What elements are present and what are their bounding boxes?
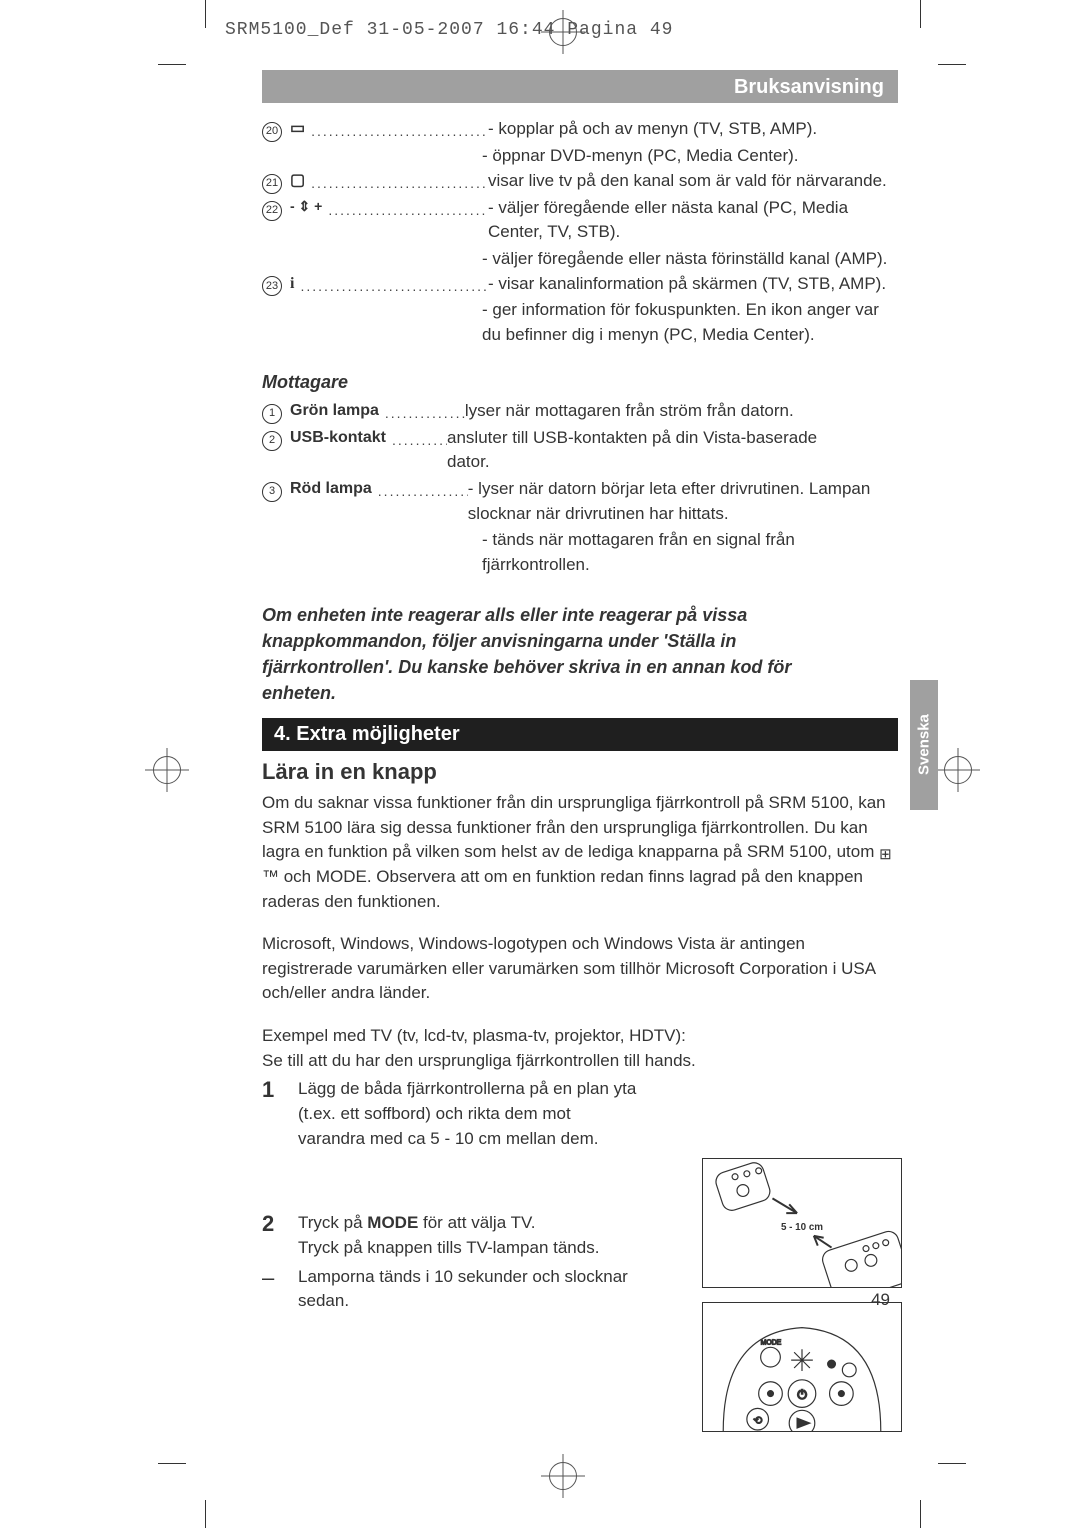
item-number: 21 <box>262 169 290 194</box>
info-icon: i <box>290 272 300 295</box>
step-text: Lamporna tänds i 10 sekunder och slockna… <box>298 1265 638 1314</box>
crop-mark <box>158 64 186 65</box>
receiver-item: 1 Grön lampa ................ lyser när … <box>262 399 898 424</box>
figure-remotes-distance: 5 - 10 cm <box>702 1158 902 1288</box>
item-number: 2 <box>262 426 290 451</box>
registration-mark <box>145 748 189 792</box>
text: ™ och MODE. Observera att om en funktion… <box>262 867 863 911</box>
crop-mark <box>205 0 206 28</box>
crop-mark <box>920 1500 921 1528</box>
registration-mark <box>936 748 980 792</box>
leader-dots: ................ <box>385 399 465 423</box>
crop-mark <box>205 1500 206 1528</box>
paragraph: Exempel med TV (tv, lcd-tv, plasma-tv, p… <box>262 1024 898 1073</box>
item-label: Grön lampa <box>290 399 385 422</box>
bold-text: MODE <box>367 1213 418 1232</box>
subsection-heading: Lära in en knapp <box>262 759 898 785</box>
leader-dots: ...................... <box>378 477 468 501</box>
step-item: 1 Lägg de båda fjärrkontrollerna på en p… <box>262 1077 898 1151</box>
manual-header: Bruksanvisning <box>262 70 898 103</box>
leader-dots: ........................................… <box>300 272 488 296</box>
paragraph: Microsoft, Windows, Windows-logotypen oc… <box>262 932 898 1006</box>
channel-icon: - ⇕ + <box>290 196 328 216</box>
svg-text:MODE: MODE <box>761 1339 782 1346</box>
item-text: - väljer föregående eller nästa kanal (P… <box>488 196 898 245</box>
crop-mark <box>158 1463 186 1464</box>
function-item: 23 i ...................................… <box>262 272 898 297</box>
item-label: USB-kontakt <box>290 426 392 449</box>
registration-mark <box>541 1454 585 1498</box>
page-content: Bruksanvisning 20 ▭ ....................… <box>262 70 898 1318</box>
svg-text:⏻: ⏻ <box>797 1388 807 1402</box>
text: Tryck på <box>298 1213 367 1232</box>
step-bullet: – <box>262 1265 298 1291</box>
item-number: 1 <box>262 399 290 424</box>
language-tab: Svenska <box>910 680 938 810</box>
leader-dots: ............. <box>392 426 447 450</box>
step-number: 2 <box>262 1211 298 1237</box>
svg-text:5 - 10 cm: 5 - 10 cm <box>781 1222 823 1233</box>
item-text-cont: - öppnar DVD-menyn (PC, Media Center). <box>262 144 892 169</box>
item-text: visar live tv på den kanal som är vald f… <box>488 169 898 194</box>
tv-icon: ▢ <box>290 169 311 192</box>
item-text-cont: - tänds när mottagaren från en signal fr… <box>262 528 892 577</box>
crop-mark <box>920 0 921 28</box>
text: Om du saknar vissa funktioner från din u… <box>262 793 886 861</box>
svg-text:⟲: ⟲ <box>753 1415 762 1427</box>
leader-dots: ........................................ <box>328 196 488 220</box>
menu-icon: ▭ <box>290 117 311 140</box>
crop-mark <box>938 64 966 65</box>
item-text: - lyser när datorn börjar leta efter dri… <box>468 477 878 526</box>
item-number: 22 <box>262 196 290 221</box>
item-number: 20 <box>262 117 290 142</box>
receiver-item: 3 Röd lampa ...................... - lys… <box>262 477 898 526</box>
paragraph: Om du saknar vissa funktioner från din u… <box>262 791 898 914</box>
receiver-item: 2 USB-kontakt ............. ansluter til… <box>262 426 898 475</box>
step-number: 1 <box>262 1077 298 1103</box>
function-item: 21 ▢ ...................................… <box>262 169 898 194</box>
step-text: Tryck på MODE för att välja TV. Tryck på… <box>298 1211 638 1260</box>
step-text: Lägg de båda fjärrkontrollerna på en pla… <box>298 1077 638 1151</box>
function-item: 22 - ⇕ + ...............................… <box>262 196 898 245</box>
item-label: Röd lampa <box>290 477 378 500</box>
function-item: 20 ▭ ...................................… <box>262 117 898 142</box>
figure-remote-mode: MODE ⏻ ⟲ <box>702 1302 902 1432</box>
item-text-cont: - ger information för fokuspunkten. En i… <box>262 298 892 347</box>
windows-logo-icon: ⊞ <box>879 844 892 866</box>
item-text: - kopplar på och av menyn (TV, STB, AMP)… <box>488 117 898 142</box>
item-text: - visar kanalinformation på skärmen (TV,… <box>488 272 898 297</box>
item-text: ansluter till USB-kontakten på din Vista… <box>447 426 857 475</box>
item-number: 23 <box>262 272 290 297</box>
crop-mark <box>938 1463 966 1464</box>
page-number: 49 <box>871 1290 890 1310</box>
item-text-cont: - väljer föregående eller nästa förinstä… <box>262 247 892 272</box>
leader-dots: ........................................… <box>311 169 488 193</box>
receiver-heading: Mottagare <box>262 372 898 393</box>
leader-dots: ........................................… <box>311 117 488 141</box>
item-text: lyser när mottagaren från ström från dat… <box>465 399 794 424</box>
item-number: 3 <box>262 477 290 502</box>
header-meta: SRM5100_Def 31-05-2007 16:44 Pagina 49 <box>225 20 673 40</box>
section-heading: 4. Extra möjligheter <box>262 718 898 751</box>
note-paragraph: Om enheten inte reagerar alls eller inte… <box>262 602 822 706</box>
